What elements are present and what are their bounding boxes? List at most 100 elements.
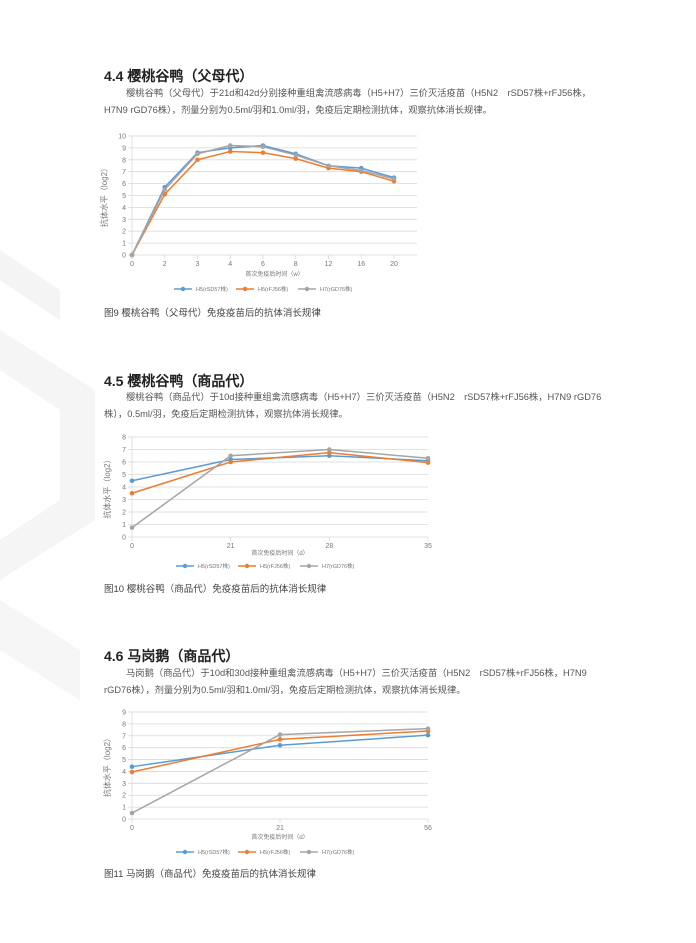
y-tick-label: 4 [122, 485, 126, 492]
series-line [131, 144, 395, 256]
y-tick-label: 3 [122, 217, 126, 224]
data-point [228, 453, 233, 459]
section-paragraph: 马岗鹅（商品代）于10d和30d接种重组禽流感病毒（H5+H7）三价灭活疫苗（H… [104, 668, 587, 695]
data-point [358, 168, 364, 173]
data-point [129, 769, 135, 775]
y-tick-label: 5 [122, 472, 126, 479]
legend-marker [306, 563, 312, 569]
data-point [327, 447, 332, 452]
figure-caption: 图10 樱桃谷鸭（商品代）免疫疫苗后的抗体消长规律 [104, 584, 327, 595]
y-tick-label: 5 [122, 193, 126, 200]
y-tick-label: 5 [122, 757, 126, 764]
data-point [129, 525, 135, 530]
legend-label: H5(rSD57株) [196, 285, 228, 293]
y-tick-label: 7 [122, 169, 126, 176]
data-point [195, 151, 200, 157]
y-tick-label: 9 [122, 710, 126, 717]
data-point [227, 149, 233, 154]
y-tick-label: 4 [122, 205, 126, 212]
x-axis-title: 首次免疫后时间（w） [245, 270, 303, 278]
y-tick-label: 2 [122, 510, 126, 517]
section-paragraph: 樱桃谷鸭（父母代）于21d和42d分别接种重组禽流感病毒（H5+H7）三价灭活疫… [104, 88, 591, 115]
legend-marker [180, 286, 186, 292]
section-heading: 4.6 马岗鹅（商品代） [104, 648, 240, 664]
y-tick-label: 0 [122, 817, 126, 824]
x-tick-label: 8 [294, 261, 298, 268]
data-point [425, 726, 431, 731]
section-heading: 4.5 樱桃谷鸭（商品代） [104, 373, 254, 389]
x-tick-label: 12 [325, 261, 333, 268]
legend-label: H7(rGD76株) [322, 562, 355, 570]
x-tick-label: 3 [196, 261, 200, 268]
data-point [129, 252, 135, 258]
legend-marker [182, 563, 188, 569]
x-tick-label: 6 [261, 261, 265, 268]
legend-label: H7(rGD76株) [322, 848, 355, 856]
data-point [195, 157, 200, 163]
data-point [228, 459, 233, 465]
data-point [425, 732, 431, 738]
section-paragraph: 樱桃谷鸭（商品代）于10d接种重组禽流感病毒（H5+H7）三价灭活疫苗（H5N2… [104, 392, 602, 419]
figure-caption: 图11 马岗鹅（商品代）免疫疫苗后的抗体消长规律 [104, 869, 317, 880]
legend-marker [182, 849, 188, 855]
x-tick-label: 20 [390, 261, 398, 268]
legend-marker [306, 849, 312, 855]
y-tick-label: 10 [118, 134, 126, 141]
series-line [131, 144, 395, 256]
y-tick-label: 2 [122, 229, 126, 236]
x-tick-label: 4 [228, 261, 232, 268]
legend-marker [244, 563, 250, 569]
y-tick-label: 3 [122, 781, 126, 788]
data-point [425, 455, 431, 461]
y-tick-label: 6 [122, 745, 126, 752]
data-point [326, 163, 331, 169]
legend-marker [244, 849, 250, 855]
legend-label: H5(rSD57株) [198, 848, 230, 856]
line-chart: 0 1 2 3 4 5 6 7 8 0 21 28 35 抗体水平（log2） 首次免疫后时间（d） H5(r… [102, 435, 432, 571]
legend-marker [242, 286, 248, 292]
y-tick-label: 0 [122, 535, 126, 542]
y-tick-label: 8 [122, 435, 126, 442]
x-axis-title: 首次免疫后时间（d） [251, 549, 308, 557]
y-tick-label: 7 [122, 447, 126, 454]
data-point [293, 152, 299, 158]
y-axis-title: 抗体水平（log2） [99, 164, 109, 227]
data-point [260, 144, 266, 150]
legend-label: H5(rSD57株) [198, 562, 230, 570]
data-point [129, 478, 135, 484]
y-tick-label: 6 [122, 181, 126, 188]
x-tick-label: 28 [325, 543, 333, 550]
data-point [391, 176, 397, 182]
data-point [277, 742, 283, 748]
data-point [425, 460, 431, 465]
legend-label: H5(rFJ56株) [260, 562, 290, 570]
y-tick-label: 9 [122, 145, 126, 152]
x-tick-label: 0 [130, 543, 134, 550]
data-point [129, 810, 135, 816]
y-tick-label: 0 [122, 253, 126, 260]
legend-marker [304, 286, 310, 292]
x-tick-label: 35 [424, 543, 432, 550]
series-line [131, 451, 429, 494]
y-axis-title: 抗体水平（log2） [102, 455, 112, 518]
legend-label: H5(rFJ56株) [260, 848, 290, 856]
x-tick-label: 21 [227, 543, 235, 550]
y-tick-label: 4 [122, 769, 126, 776]
data-point [129, 764, 135, 769]
data-point [277, 737, 283, 742]
series-line [131, 448, 429, 529]
y-tick-label: 8 [122, 721, 126, 728]
x-tick-label: 21 [276, 825, 284, 832]
data-point [162, 187, 168, 192]
y-tick-label: 1 [122, 241, 126, 248]
x-axis-title: 首次免疫后时间（d） [251, 833, 308, 841]
section-heading: 4.4 樱桃谷鸭（父母代） [104, 68, 254, 84]
y-tick-label: 2 [122, 793, 126, 800]
y-axis-title: 抗体水平（log2） [102, 734, 112, 797]
legend-label: H5(rFJ56株) [258, 285, 288, 293]
y-tick-label: 3 [122, 497, 126, 504]
